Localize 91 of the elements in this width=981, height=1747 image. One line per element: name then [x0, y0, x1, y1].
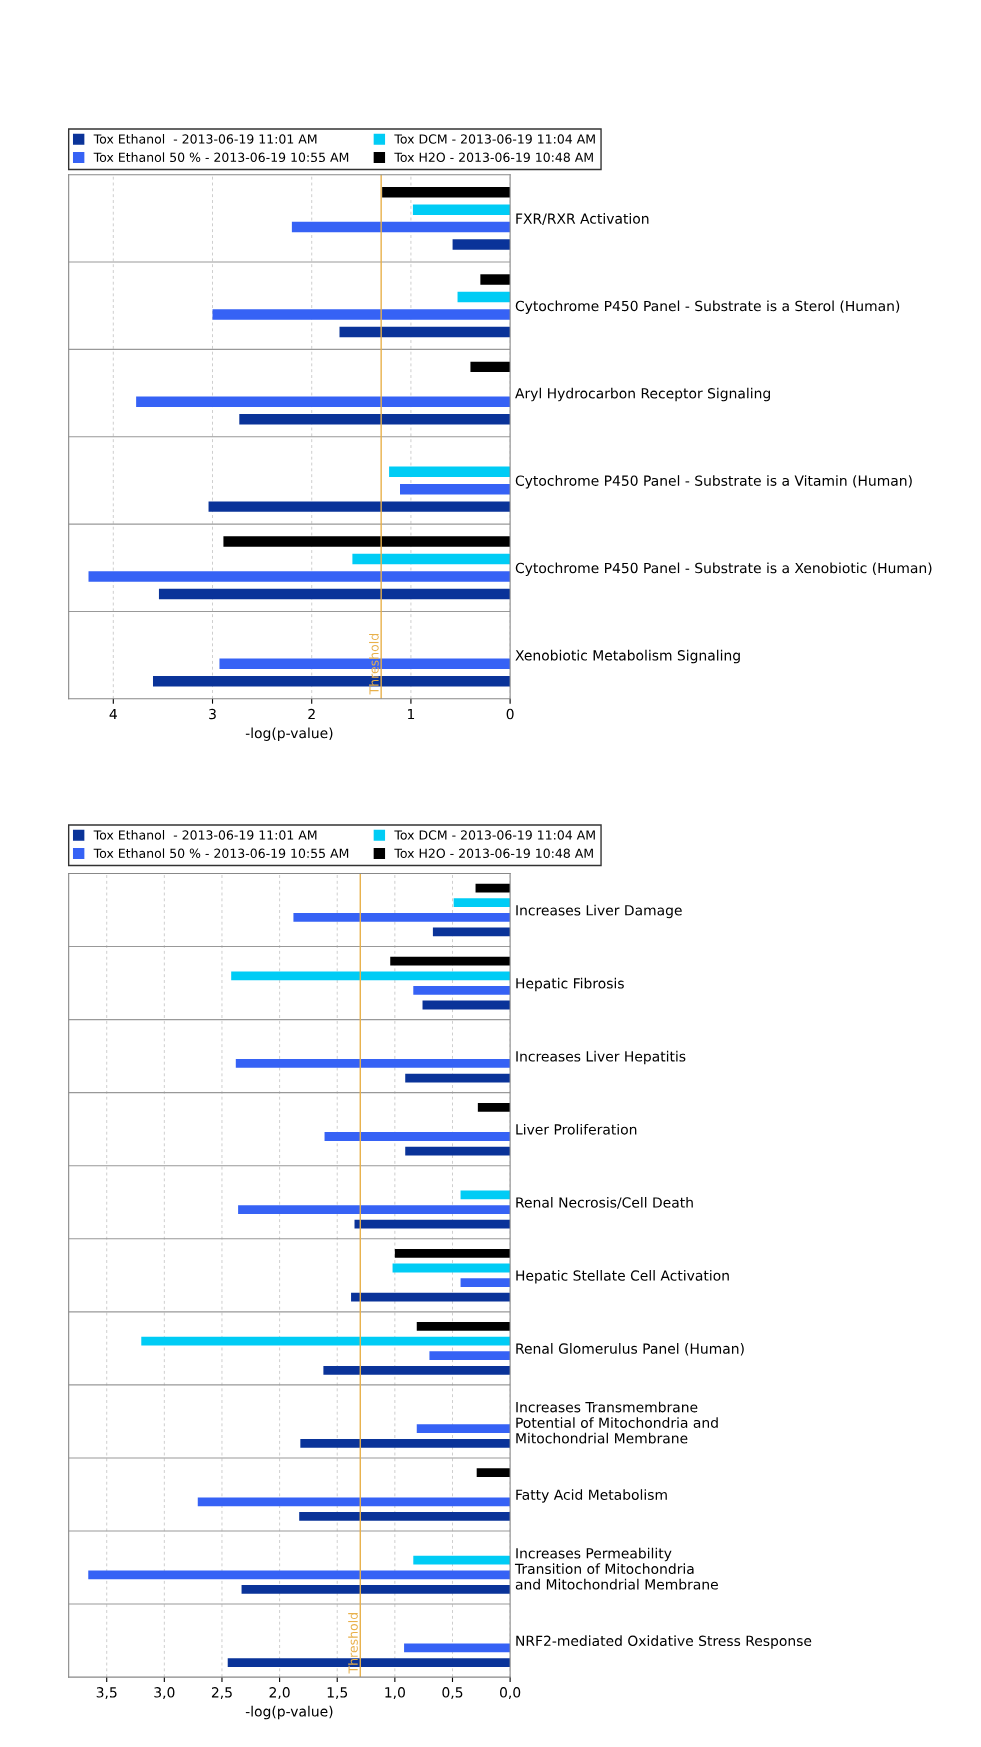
bar [158, 588, 511, 600]
y-tick-label: Fatty Acid Metabolism [516, 1489, 667, 1503]
y-tick-label: Increases Permeability Transition of Mitochondria and Mitochondrial Membrane [514, 1547, 718, 1590]
bar [238, 1205, 511, 1214]
bar [324, 1132, 511, 1141]
y-tick-label: Cytochrome P450 Panel - Substrate is a Xenobiotic (Human) [515, 562, 932, 576]
bar [392, 1263, 511, 1273]
y-tick-label: Renal Necrosis/Cell Death [516, 1196, 693, 1209]
bar [476, 1468, 511, 1477]
bar [88, 1570, 511, 1580]
x-tick-label: 1 [408, 708, 415, 720]
bar [382, 186, 511, 198]
y-tick-label: Xenobiotic Metabolism Signaling [515, 649, 740, 664]
bar [405, 1146, 511, 1156]
x-tick-label: 2,5 [211, 1687, 232, 1700]
bar [299, 1512, 511, 1521]
bar [208, 501, 511, 512]
bar [429, 1351, 511, 1361]
y-tick-label: Increases Liver Damage [516, 904, 682, 919]
bar [416, 1424, 511, 1434]
bar [453, 898, 511, 908]
bar [413, 986, 511, 995]
x-tick-label: 2,0 [269, 1687, 290, 1700]
y-tick-label: Renal Glomerulus Panel (Human) [516, 1343, 744, 1356]
x-tick-label: 0,5 [442, 1687, 463, 1700]
bar [88, 571, 511, 582]
legend-label: Tox H2O - 2013-06-19 10:48 AM [394, 152, 593, 163]
x-axis-title: -log(p-value) [245, 727, 333, 741]
y-tick-label: Aryl Hydrocarbon Receptor Signaling [515, 387, 770, 402]
y-tick-label: Hepatic Stellate Cell Activation [516, 1270, 729, 1284]
y-tick-label: Cytochrome P450 Panel - Substrate is a Vitamin (Human) [515, 475, 912, 489]
bar [460, 1278, 511, 1287]
x-tick-label: 2 [308, 708, 315, 720]
y-tick-label: Cytochrome P450 Panel - Substrate is a Sterol (Human) [515, 300, 900, 314]
bar [352, 553, 511, 565]
bar [390, 956, 511, 966]
bar [351, 1292, 511, 1302]
bar [223, 536, 511, 547]
bar [400, 483, 511, 495]
ref-line-label: Threshold [348, 1613, 358, 1674]
bar [412, 204, 511, 215]
y-tick-label: Hepatic Fibrosis [516, 977, 624, 992]
y-tick-label: Increases Liver Hepatitis [516, 1050, 686, 1065]
x-tick-label: 1,0 [385, 1687, 405, 1700]
bar [405, 1073, 511, 1083]
bar [300, 1438, 511, 1448]
bar [477, 1102, 511, 1112]
bar [241, 1585, 511, 1594]
bar [394, 1249, 511, 1258]
x-tick-label: 4 [109, 708, 117, 720]
x-tick-label: 3,0 [154, 1687, 175, 1700]
bar [416, 1322, 511, 1331]
bar [389, 466, 511, 477]
bar [422, 1000, 511, 1010]
bar [339, 326, 511, 338]
bar [231, 971, 511, 981]
bar [413, 1555, 511, 1565]
x-tick-label: 0,0 [499, 1687, 521, 1700]
bar [480, 274, 511, 285]
legend-label: Tox Ethanol - 2013-06-19 11:01 AM [93, 830, 317, 840]
legend-label: Tox Ethanol - 2013-06-19 11:01 AM [93, 134, 317, 144]
bar [404, 1643, 511, 1653]
bar [136, 396, 511, 408]
y-tick-label: FXR/RXR Activation [516, 213, 649, 225]
x-tick-label: 0 [506, 708, 514, 720]
x-tick-label: 1,5 [327, 1687, 348, 1700]
bar [457, 291, 511, 303]
bar [470, 361, 511, 373]
y-tick-label: NRF2-mediated Oxidative Stress Response [516, 1635, 812, 1649]
legend-label: Tox DCM - 2013-06-19 11:04 AM [394, 830, 595, 840]
bar [432, 927, 511, 937]
ref-line-label: Threshold [369, 633, 379, 695]
bar [354, 1219, 511, 1229]
bar [291, 221, 511, 233]
legend-label: Tox Ethanol 50 % - 2013-06-19 10:55 AM [93, 848, 349, 859]
bar [141, 1336, 511, 1346]
bar [197, 1497, 511, 1507]
x-axis-title: -log(p-value) [245, 1705, 333, 1720]
x-tick-label: 3,5 [96, 1687, 117, 1700]
legend-label: Tox Ethanol 50 % - 2013-06-19 10:55 AM [93, 152, 349, 163]
legend-label: Tox H2O - 2013-06-19 10:48 AM [394, 848, 593, 859]
bar [212, 309, 511, 320]
bar [452, 239, 511, 250]
bar [293, 912, 511, 922]
x-tick-label: 3 [209, 708, 216, 720]
bar [235, 1059, 511, 1068]
bar [239, 414, 511, 425]
bar [323, 1365, 511, 1375]
y-tick-label: Increases Transmembrane Potential of Mitochondria and Mitochondrial Membrane [516, 1401, 718, 1444]
y-tick-label: Liver Proliferation [516, 1123, 637, 1135]
legend-label: Tox DCM - 2013-06-19 11:04 AM [394, 134, 595, 144]
